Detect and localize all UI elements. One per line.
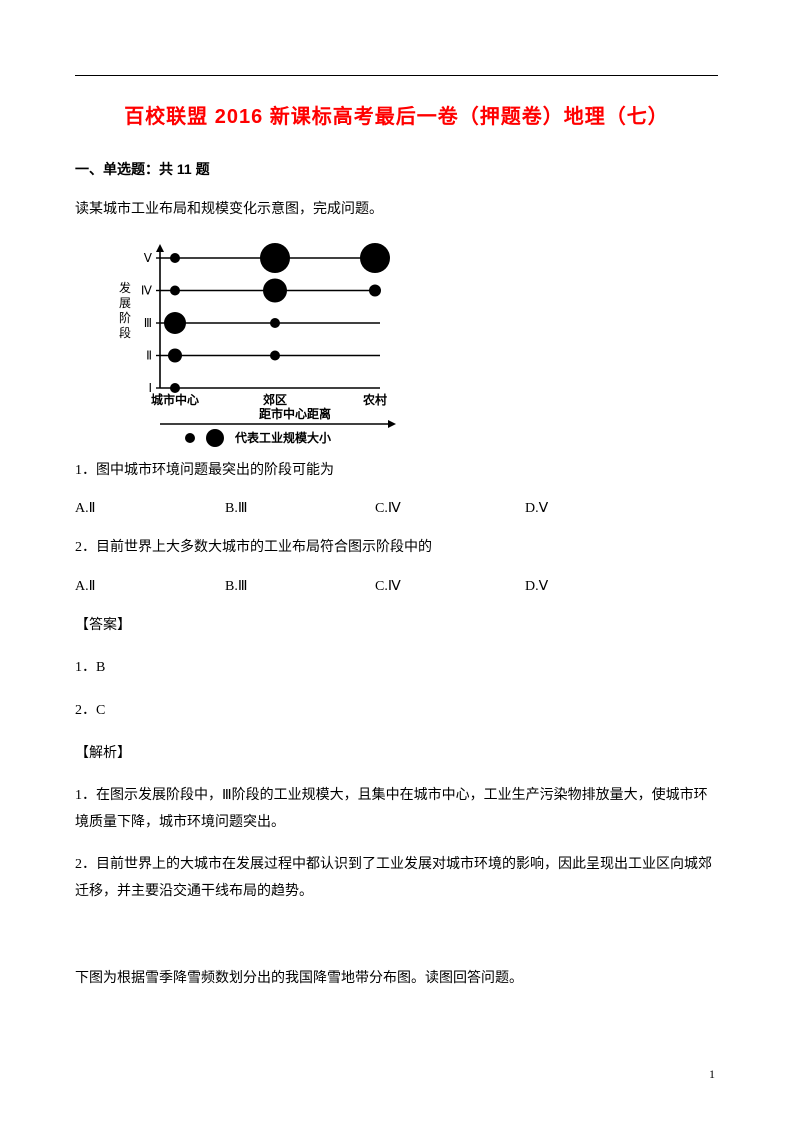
svg-text:阶: 阶 (119, 311, 131, 325)
document-title: 百校联盟 2016 新课标高考最后一卷（押题卷）地理（七） (75, 100, 718, 129)
q2-stem: 2．目前世界上大多数大城市的工业布局符合图示阶段中的 (75, 535, 718, 562)
svg-text:农村: 农村 (362, 392, 387, 407)
svg-text:郊区: 郊区 (263, 392, 287, 407)
q2-options: A.Ⅱ B.Ⅲ C.Ⅳ D.Ⅴ (75, 578, 718, 595)
answer-2: 2．C (75, 698, 718, 725)
section-header: 一、单选题：共 11 题 (75, 159, 718, 179)
next-intro: 下图为根据雪季降雪频数划分出的我国降雪地带分布图。读图回答问题。 (75, 966, 718, 993)
q2-option-d: D.Ⅴ (525, 578, 675, 595)
top-rule (75, 75, 718, 76)
svg-text:段: 段 (119, 325, 131, 340)
q1-stem: 1．图中城市环境问题最突出的阶段可能为 (75, 458, 718, 485)
q1-option-c: C.Ⅳ (375, 500, 525, 517)
svg-text:Ⅴ: Ⅴ (144, 251, 153, 265)
q1-option-a: A.Ⅱ (75, 500, 225, 517)
svg-text:展: 展 (119, 296, 131, 310)
chart-container: ⅠⅡⅢⅣⅤ发展阶段城市中心郊区农村距市中心距离代表工业规模大小 (105, 240, 718, 450)
q2-option-a: A.Ⅱ (75, 578, 225, 595)
svg-text:Ⅳ: Ⅳ (141, 283, 152, 297)
q2-option-b: B.Ⅲ (225, 578, 375, 595)
explain-1: 1．在图示发展阶段中，Ⅲ阶段的工业规模大，且集中在城市中心，工业生产污染物排放量… (75, 783, 718, 836)
industrial-layout-chart: ⅠⅡⅢⅣⅤ发展阶段城市中心郊区农村距市中心距离代表工业规模大小 (105, 240, 405, 450)
explain-2: 2．目前世界上的大城市在发展过程中都认识到了工业发展对城市环境的影响，因此呈现出… (75, 852, 718, 905)
answer-header: 【答案】 (75, 613, 718, 640)
page-number: 1 (709, 1067, 715, 1082)
svg-text:距市中心距离: 距市中心距离 (259, 406, 331, 421)
q1-options: A.Ⅱ B.Ⅲ C.Ⅳ D.Ⅴ (75, 500, 718, 517)
intro-paragraph: 读某城市工业布局和规模变化示意图，完成问题。 (75, 197, 718, 224)
svg-text:Ⅱ: Ⅱ (146, 348, 152, 362)
svg-text:Ⅲ: Ⅲ (144, 316, 152, 330)
svg-text:代表工业规模大小: 代表工业规模大小 (234, 430, 331, 445)
q2-option-c: C.Ⅳ (375, 578, 525, 595)
explain-header: 【解析】 (75, 741, 718, 768)
page-container: 百校联盟 2016 新课标高考最后一卷（押题卷）地理（七） 一、单选题：共 11… (0, 0, 793, 1122)
svg-text:发: 发 (119, 280, 131, 295)
answer-1: 1．B (75, 655, 718, 682)
q1-option-d: D.Ⅴ (525, 500, 675, 517)
q1-option-b: B.Ⅲ (225, 500, 375, 517)
svg-text:城市中心: 城市中心 (151, 392, 199, 407)
